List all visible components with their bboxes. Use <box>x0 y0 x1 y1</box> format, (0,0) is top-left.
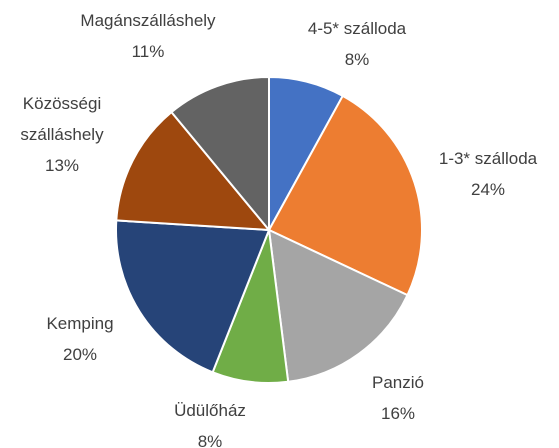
pie-slice <box>170 75 270 233</box>
value-label: 8% <box>344 50 370 69</box>
value-label: 20% <box>62 345 98 364</box>
slice-label: Kemping 20% <box>10 308 150 370</box>
value-label: 24% <box>470 180 506 199</box>
slice-label: Magánszálláshely 11% <box>48 5 248 67</box>
category-label: 4-5* szálloda <box>307 19 407 38</box>
slice-label: 1-3* szálloda 24% <box>418 143 558 205</box>
slice-label: Üdülőház 8% <box>140 395 280 448</box>
slice-label: Panzió 16% <box>328 367 468 429</box>
pie-slice <box>267 228 409 383</box>
category-label: Kemping <box>46 314 114 333</box>
pie-slice <box>115 110 272 232</box>
value-label: 13% <box>44 156 80 175</box>
slice-label: Közösségi szálláshely 13% <box>7 88 117 181</box>
category-label: Közösségi szálláshely <box>20 94 104 144</box>
category-label: Magánszálláshely <box>80 11 216 30</box>
category-label: 1-3* szálloda <box>438 149 538 168</box>
category-label: Panzió <box>372 373 424 392</box>
pie-slice <box>267 94 423 297</box>
category-label: Üdülőház <box>174 401 246 420</box>
value-label: 16% <box>380 404 416 423</box>
slice-label: 4-5* szálloda 8% <box>287 13 427 75</box>
pie-slice <box>115 219 271 374</box>
value-label: 8% <box>197 432 223 448</box>
value-label: 11% <box>131 42 165 61</box>
